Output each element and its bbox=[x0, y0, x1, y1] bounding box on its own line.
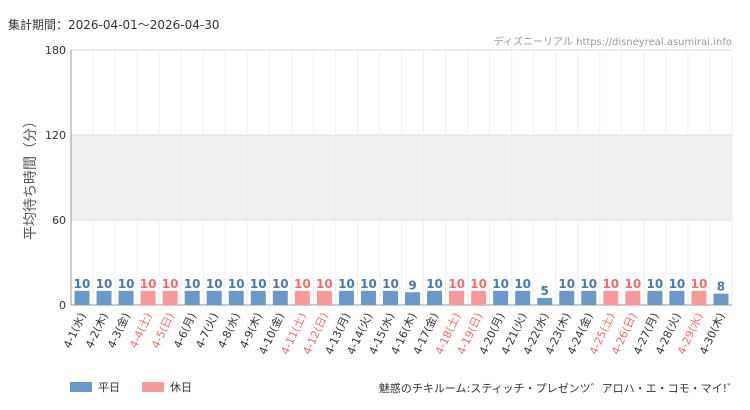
bar bbox=[74, 290, 90, 305]
bar-value-label: 10 bbox=[162, 277, 179, 291]
bar bbox=[162, 290, 178, 305]
bar-value-label: 10 bbox=[184, 277, 201, 291]
bar-value-label: 10 bbox=[602, 277, 619, 291]
bar bbox=[250, 290, 266, 305]
bar-value-label: 10 bbox=[206, 277, 223, 291]
legend-weekday-label: 平日 bbox=[98, 381, 120, 394]
bar-value-label: 10 bbox=[669, 277, 686, 291]
bar-value-label: 10 bbox=[228, 277, 245, 291]
bar bbox=[382, 290, 398, 305]
bar bbox=[625, 290, 641, 305]
bar-value-label: 10 bbox=[691, 277, 708, 291]
bar bbox=[140, 290, 156, 305]
bar-value-label: 10 bbox=[118, 277, 135, 291]
bar-value-label: 10 bbox=[492, 277, 509, 291]
site-credit: ディズニーリアル https://disneyreal.asumirai.inf… bbox=[493, 37, 732, 48]
bar-value-label: 10 bbox=[250, 277, 267, 291]
bar-value-label: 9 bbox=[408, 278, 416, 292]
bar bbox=[184, 290, 200, 305]
bar-value-label: 10 bbox=[272, 277, 289, 291]
bar bbox=[603, 290, 619, 305]
bar bbox=[515, 290, 531, 305]
legend-weekday: 平日 bbox=[70, 379, 120, 395]
bar bbox=[581, 290, 597, 305]
bar bbox=[647, 290, 663, 305]
y-tick-label: 120 bbox=[45, 129, 66, 142]
bar bbox=[118, 290, 134, 305]
bar-value-label: 10 bbox=[426, 277, 443, 291]
y-tick-label: 180 bbox=[45, 44, 66, 57]
bar-value-label: 10 bbox=[448, 277, 465, 291]
bar-value-label: 10 bbox=[470, 277, 487, 291]
bar-value-label: 10 bbox=[382, 277, 399, 291]
bar bbox=[449, 290, 465, 305]
y-tick-label: 60 bbox=[52, 214, 66, 227]
bar bbox=[691, 290, 707, 305]
bar bbox=[537, 297, 553, 305]
bar bbox=[471, 290, 487, 305]
bar bbox=[338, 290, 354, 305]
legend-holiday: 休日 bbox=[142, 379, 192, 395]
bar-value-label: 10 bbox=[558, 277, 575, 291]
bar bbox=[713, 293, 729, 305]
bar bbox=[294, 290, 310, 305]
bar-value-label: 5 bbox=[541, 284, 549, 298]
bar bbox=[493, 290, 509, 305]
bar bbox=[669, 290, 685, 305]
legend: 平日 休日 bbox=[70, 379, 214, 395]
y-axis-label: 平均待ち時間（分） bbox=[23, 114, 39, 240]
bar-value-label: 10 bbox=[74, 277, 91, 291]
bar bbox=[228, 290, 244, 305]
bar-value-label: 10 bbox=[647, 277, 664, 291]
y-tick-label: 0 bbox=[59, 299, 66, 312]
legend-holiday-label: 休日 bbox=[170, 381, 192, 394]
bar bbox=[559, 290, 575, 305]
bar bbox=[405, 292, 421, 305]
bar bbox=[316, 290, 332, 305]
legend-weekday-swatch bbox=[70, 382, 92, 392]
attraction-title: 魅惑のチキルーム:スティッチ・プレゼンツ゛アロハ・エ・コモ・マイ!゛ bbox=[378, 382, 738, 395]
bar-value-label: 10 bbox=[514, 277, 531, 291]
collection-period: 集計期間：2026-04-01〜2026-04-30 bbox=[8, 18, 220, 32]
bar bbox=[96, 290, 112, 305]
bar-value-label: 10 bbox=[360, 277, 377, 291]
bar bbox=[272, 290, 288, 305]
bar-value-label: 10 bbox=[580, 277, 597, 291]
bar-value-label: 10 bbox=[140, 277, 157, 291]
bar-value-label: 10 bbox=[624, 277, 641, 291]
bar bbox=[206, 290, 222, 305]
bar-value-label: 10 bbox=[96, 277, 113, 291]
bar-value-label: 10 bbox=[316, 277, 333, 291]
bar-value-label: 8 bbox=[717, 280, 725, 294]
bar bbox=[427, 290, 443, 305]
bar bbox=[360, 290, 376, 305]
bar-value-label: 10 bbox=[338, 277, 355, 291]
legend-holiday-swatch bbox=[142, 382, 164, 392]
bar-value-label: 10 bbox=[294, 277, 311, 291]
